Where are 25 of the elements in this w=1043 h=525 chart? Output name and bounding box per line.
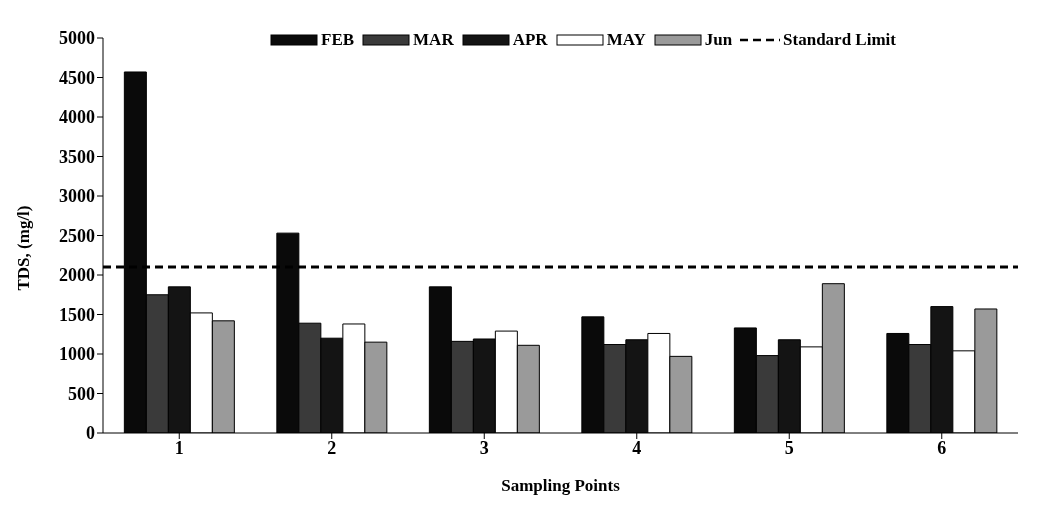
x-tick-label: 1 xyxy=(174,437,184,458)
x-tick-label: 4 xyxy=(632,437,642,458)
y-tick-label: 1000 xyxy=(59,344,95,365)
legend-label: Jun xyxy=(704,30,733,50)
y-tick-label: 2000 xyxy=(59,265,95,286)
y-tick-label: 5000 xyxy=(59,28,95,49)
y-tick-label: 3500 xyxy=(59,146,95,167)
x-tick-label: 2 xyxy=(327,437,337,458)
y-tick-label: 2500 xyxy=(59,225,95,246)
y-tick-label: 3000 xyxy=(59,186,95,207)
y-tick-label: 4000 xyxy=(59,107,95,128)
y-tick-label: 4500 xyxy=(59,67,95,88)
legend-label: MAR xyxy=(413,30,454,50)
y-tick-label: 0 xyxy=(86,423,95,444)
legend-label: APR xyxy=(512,30,548,50)
y-tick-label: 1500 xyxy=(59,304,95,325)
x-tick-label: 5 xyxy=(784,437,794,458)
y-tick-label: 500 xyxy=(68,383,95,404)
legend-label: Standard Limit xyxy=(783,30,896,50)
x-tick-label: 3 xyxy=(479,437,489,458)
legend-label: MAY xyxy=(606,30,646,50)
x-axis-title: Sampling Points xyxy=(501,476,621,495)
x-tick-label: 6 xyxy=(937,437,947,458)
legend-label: FEB xyxy=(321,30,355,50)
y-axis-title: TDS, (mg/l) xyxy=(14,205,34,291)
